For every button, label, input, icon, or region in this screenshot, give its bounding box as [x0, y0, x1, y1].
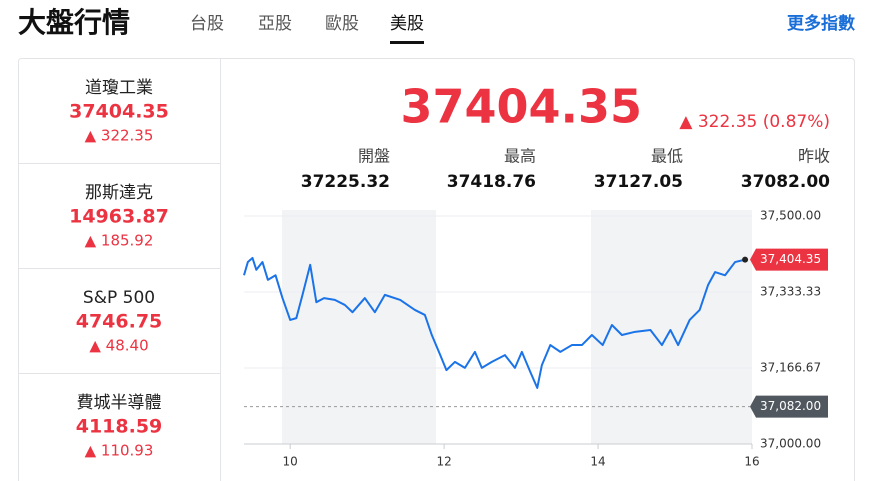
x-tick-label: 10: [283, 455, 298, 469]
tab[interactable]: 亞股: [258, 14, 292, 34]
stat-label: 最低: [651, 147, 683, 166]
session-band: [282, 210, 436, 444]
stat-label: 最高: [504, 147, 536, 166]
index-price: 14963.87: [69, 206, 169, 228]
page-title: 大盤行情: [18, 6, 130, 39]
price-line: [243, 256, 746, 389]
stat-value: 37225.32: [301, 172, 390, 192]
stat-value: 37418.76: [447, 172, 536, 192]
y-tick-label: 37,166.67: [760, 360, 821, 374]
y-tick-label: 37,000.00: [760, 437, 821, 451]
index-price: 4746.75: [76, 311, 163, 333]
index-name: 費城半導體: [77, 393, 162, 413]
stat-label: 昨收: [798, 147, 830, 166]
tab[interactable]: 歐股: [325, 14, 359, 34]
quote-change: ▲ 322.35 (0.87%): [679, 112, 830, 132]
more-link[interactable]: 更多指數: [787, 13, 855, 34]
stat-value: 37127.05: [594, 172, 683, 192]
last-point: [742, 256, 749, 263]
y-tick-label: 37,500.00: [760, 209, 821, 223]
index-name: S&P 500: [83, 288, 155, 308]
x-tick-label: 14: [590, 455, 605, 469]
index-name: 那斯達克: [85, 183, 153, 203]
current-tag: [750, 248, 828, 271]
tab[interactable]: 台股: [190, 14, 224, 34]
index-change: ▲ 110.93: [85, 442, 154, 460]
index-price: 37404.35: [69, 101, 169, 123]
x-tick-label: 12: [436, 455, 451, 469]
stat-value: 37082.00: [741, 172, 830, 192]
x-tick-label: 16: [744, 455, 759, 469]
tab-underline: [390, 41, 424, 44]
stat-label: 開盤: [358, 147, 390, 166]
session-band: [591, 210, 752, 444]
index-change: ▲ 185.92: [85, 232, 154, 250]
index-change: ▲ 322.35: [85, 127, 154, 145]
previous-close-tag-label: 37,082.00: [760, 399, 821, 413]
index-name: 道瓊工業: [85, 78, 153, 98]
index-price: 4118.59: [76, 416, 163, 438]
previous-close-tag: [750, 395, 828, 418]
y-tick-label: 37,333.33: [760, 285, 821, 299]
index-change: ▲ 48.40: [89, 337, 148, 355]
tab[interactable]: 美股: [390, 14, 424, 34]
quote-price: 37404.35: [400, 80, 642, 134]
current-tag-label: 37,404.35: [760, 252, 821, 266]
